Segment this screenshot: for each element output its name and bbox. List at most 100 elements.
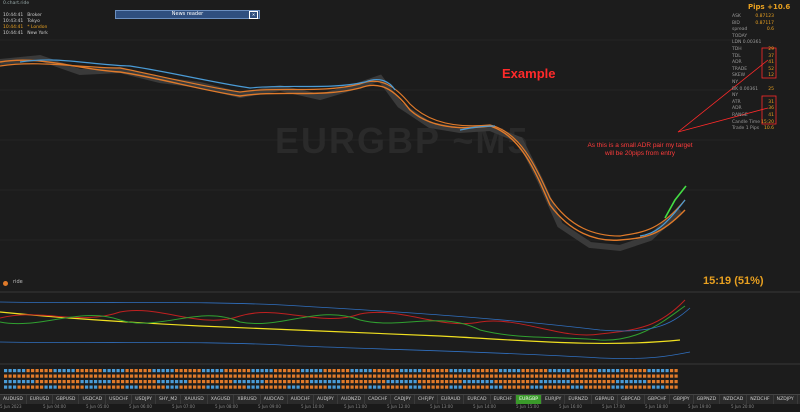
symbol-tab-eurjpy[interactable]: EURJPY bbox=[542, 395, 566, 405]
signal-cell bbox=[85, 374, 89, 378]
symbol-tab-euraud[interactable]: EURAUD bbox=[438, 395, 465, 405]
signal-cell bbox=[647, 380, 651, 384]
symbol-tab-eurcad[interactable]: EURCAD bbox=[464, 395, 491, 405]
symbol-tab-xagusd[interactable]: XAGUSD bbox=[208, 395, 235, 405]
signal-cell bbox=[98, 385, 102, 389]
signal-cell bbox=[256, 374, 260, 378]
signal-cell bbox=[8, 374, 12, 378]
signal-cell bbox=[539, 385, 543, 389]
symbol-tab-gbpusd[interactable]: GBPUSD bbox=[53, 395, 80, 405]
symbol-tab-audjpy[interactable]: AUDJPY bbox=[314, 395, 338, 405]
signal-cell bbox=[449, 369, 453, 373]
symbol-tab-cadchf[interactable]: CADCHF bbox=[365, 395, 392, 405]
signal-cell bbox=[625, 374, 629, 378]
signal-cell bbox=[148, 374, 152, 378]
symbol-tab-audchf[interactable]: AUDCHF bbox=[288, 395, 314, 405]
signal-cell bbox=[593, 369, 597, 373]
signal-cell bbox=[296, 369, 300, 373]
signal-cell bbox=[269, 369, 273, 373]
signal-cell bbox=[359, 385, 363, 389]
time-axis-label: 5 Jun 16:00 bbox=[559, 404, 582, 409]
news-reader-bar[interactable]: News reader ✕ bbox=[115, 10, 260, 19]
signal-cell bbox=[373, 380, 377, 384]
symbol-tab-usdcad[interactable]: USDCAD bbox=[79, 395, 107, 405]
signal-cell bbox=[157, 374, 161, 378]
symbol-tab-nzdcad[interactable]: NZDCAD bbox=[720, 395, 748, 405]
info-value: 31 bbox=[768, 99, 774, 105]
symbol-tab-nzdjpy[interactable]: NZDJPY bbox=[774, 395, 798, 405]
symbol-tab-usdjpy[interactable]: USDJPY bbox=[132, 395, 156, 405]
signal-cell bbox=[422, 369, 426, 373]
signal-cell bbox=[323, 369, 327, 373]
symbol-tab-gbpchf[interactable]: GBPCHF bbox=[645, 395, 671, 405]
symbol-tab-xbrusd[interactable]: XBRUSD bbox=[234, 395, 261, 405]
signal-cell bbox=[341, 385, 345, 389]
signal-cell bbox=[598, 374, 602, 378]
signal-cell bbox=[656, 385, 660, 389]
signal-cell bbox=[386, 380, 390, 384]
symbol-tab-gbpcad[interactable]: GBPCAD bbox=[618, 395, 645, 405]
signal-cell bbox=[521, 380, 525, 384]
symbol-tab-audusd[interactable]: AUDUSD bbox=[0, 395, 27, 405]
signal-cell bbox=[260, 385, 264, 389]
info-panel: ASK 0.87123 BID 0.87117 spread 0.6 TODAY LDN 0.… bbox=[732, 14, 774, 133]
annotation-title: Example bbox=[502, 66, 556, 81]
signal-cell bbox=[4, 374, 8, 378]
time-axis-label: 5 Jun 17:00 bbox=[602, 404, 625, 409]
signal-cell bbox=[269, 380, 273, 384]
signal-cell bbox=[472, 380, 476, 384]
symbol-tab-eurchf[interactable]: EURCHF bbox=[491, 395, 517, 405]
symbol-tab-audcad[interactable]: AUDCAD bbox=[261, 395, 288, 405]
signal-cell bbox=[611, 380, 615, 384]
signal-cell bbox=[143, 369, 147, 373]
signal-cell bbox=[463, 374, 467, 378]
signal-cell bbox=[278, 369, 282, 373]
signal-cell bbox=[634, 374, 638, 378]
signal-cell bbox=[634, 385, 638, 389]
info-label: BID bbox=[732, 20, 740, 26]
symbol-tab-eurgbp[interactable]: EURGBP bbox=[516, 395, 543, 405]
symbol-tab-shy_m2[interactable]: SHY_M2 bbox=[156, 395, 182, 405]
signal-cell bbox=[224, 385, 228, 389]
signal-cell bbox=[476, 374, 480, 378]
signal-cell bbox=[292, 374, 296, 378]
info-label: TRADE bbox=[732, 66, 748, 72]
symbol-tab-eurusd[interactable]: EURUSD bbox=[27, 395, 54, 405]
time-axis-label: 5 Jun 19:00 bbox=[688, 404, 711, 409]
signal-cell bbox=[629, 385, 633, 389]
signal-cell bbox=[427, 369, 431, 373]
symbol-tab-chfjpy[interactable]: CHFJPY bbox=[415, 395, 439, 405]
symbol-tab-usdchf[interactable]: USDCHF bbox=[106, 395, 133, 405]
signal-cell bbox=[328, 374, 332, 378]
symbol-tab-audnzd[interactable]: AUDNZD bbox=[338, 395, 366, 405]
signal-cell bbox=[26, 374, 30, 378]
signal-cell bbox=[490, 374, 494, 378]
signal-cell bbox=[224, 374, 228, 378]
signal-cell bbox=[467, 369, 471, 373]
signal-cell bbox=[346, 385, 350, 389]
signal-cell bbox=[332, 380, 336, 384]
signal-cell bbox=[170, 385, 174, 389]
symbol-tab-gbpnzd[interactable]: GBPNZD bbox=[694, 395, 721, 405]
signal-cell bbox=[404, 369, 408, 373]
signal-cell bbox=[512, 380, 516, 384]
symbol-tab-xauusd[interactable]: XAUUSD bbox=[181, 395, 208, 405]
symbol-tab-gbpaud[interactable]: GBPAUD bbox=[592, 395, 619, 405]
signal-cell bbox=[602, 380, 606, 384]
signal-cell bbox=[260, 369, 264, 373]
signal-cell bbox=[184, 369, 188, 373]
symbol-tab-eurnzd[interactable]: EURNZD bbox=[565, 395, 592, 405]
signal-cell bbox=[661, 369, 665, 373]
symbol-tab-nzdchf[interactable]: NZDCHF bbox=[747, 395, 774, 405]
time-axis-label: 5 Jun 10:00 bbox=[301, 404, 324, 409]
signal-cell bbox=[184, 374, 188, 378]
signal-cell bbox=[125, 380, 129, 384]
signal-cell bbox=[629, 369, 633, 373]
symbol-tab-gbpjpy[interactable]: GBPJPY bbox=[670, 395, 694, 405]
signal-cell bbox=[616, 369, 620, 373]
signal-cell bbox=[553, 385, 557, 389]
symbol-tab-cadjpy[interactable]: CADJPY bbox=[391, 395, 415, 405]
session-row: 10:43:41 Tokyo bbox=[3, 19, 52, 25]
close-icon[interactable]: ✕ bbox=[249, 11, 258, 19]
